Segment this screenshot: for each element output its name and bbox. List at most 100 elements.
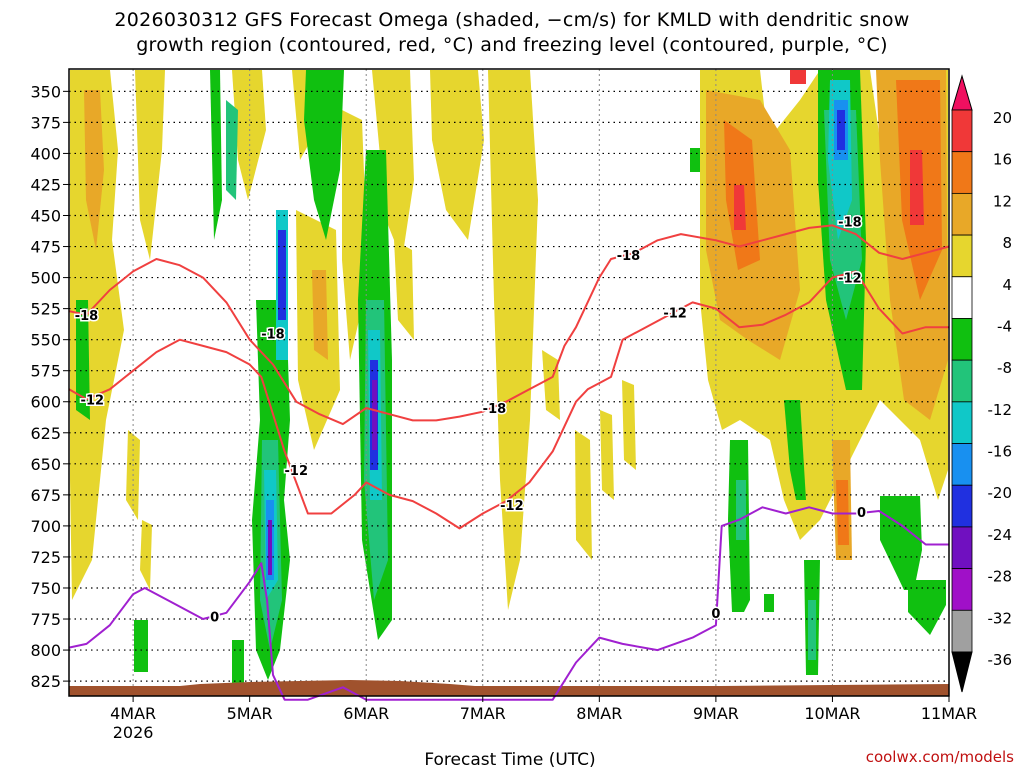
omega-shade-very-strong-up bbox=[910, 150, 924, 225]
colorbar-label: 12 bbox=[993, 192, 1012, 210]
colorbar-label: 20 bbox=[993, 109, 1012, 127]
omega-shade-downward bbox=[372, 380, 377, 450]
colorbar-label: -4 bbox=[997, 317, 1012, 335]
colorbar-label: -28 bbox=[988, 568, 1013, 586]
x-tick-label: 7MAR bbox=[460, 704, 506, 723]
colorbar-label: -12 bbox=[988, 401, 1013, 419]
y-tick-label: 725 bbox=[30, 548, 61, 567]
omega-shade-upward bbox=[135, 70, 165, 260]
y-tick-label: 575 bbox=[30, 362, 61, 381]
contour-label--12: -12 bbox=[285, 464, 309, 479]
colorbar-swatch bbox=[951, 526, 973, 570]
omega-shade-downward bbox=[304, 70, 344, 240]
omega-shade-upward bbox=[600, 410, 614, 500]
contour-label--12: -12 bbox=[500, 499, 524, 514]
omega-shade-very-strong-up bbox=[790, 70, 806, 84]
source-credit: coolwx.com/models bbox=[866, 748, 1014, 766]
plot-border bbox=[68, 68, 950, 697]
chart-title-line-1: 2026030312 GFS Forecast Omega (shaded, −… bbox=[114, 9, 909, 31]
terrain-ground bbox=[69, 686, 949, 696]
colorbar-label: -8 bbox=[997, 359, 1012, 377]
title-block: 2026030312 GFS Forecast Omega (shaded, −… bbox=[114, 9, 909, 56]
y-tick-label: 750 bbox=[30, 579, 61, 598]
y-tick-label: 375 bbox=[30, 113, 61, 132]
contour-line--12 bbox=[68, 270, 949, 530]
y-tick-label: 825 bbox=[30, 672, 61, 691]
colorbar-swatch bbox=[951, 151, 973, 194]
omega-shade-upward bbox=[232, 70, 266, 200]
omega-shade-downward bbox=[880, 496, 922, 590]
x-axis-title: Forecast Time (UTC) bbox=[424, 750, 595, 768]
omega-shade-moderate-up bbox=[84, 90, 104, 250]
chart-title-line-2: growth region (contoured, red, °C) and f… bbox=[136, 34, 888, 56]
contour-label--18: -18 bbox=[75, 309, 99, 324]
y-tick-label: 525 bbox=[30, 300, 61, 319]
omega-shade-downward bbox=[784, 400, 806, 500]
colorbar-top-arrow bbox=[951, 74, 973, 111]
y-tick-label: 675 bbox=[30, 486, 61, 505]
contour-label-0: 0 bbox=[857, 506, 866, 521]
colorbar-swatch bbox=[951, 443, 973, 486]
x-tick-label: 4MAR bbox=[110, 704, 156, 723]
omega-shade-downward bbox=[278, 230, 286, 320]
contour-label-0: 0 bbox=[711, 607, 720, 622]
omega-shade-downward bbox=[908, 580, 946, 635]
colorbar-swatch bbox=[951, 568, 973, 611]
colorbar-swatch bbox=[951, 109, 973, 153]
x-tick-label: 9MAR bbox=[693, 704, 739, 723]
contour-label--12: -12 bbox=[663, 306, 687, 321]
contour-label--18: -18 bbox=[838, 216, 862, 231]
colorbar-label: -32 bbox=[988, 609, 1013, 627]
omega-shading bbox=[70, 70, 948, 690]
x-tick-label: 6MAR bbox=[343, 704, 389, 723]
y-tick-label: 625 bbox=[30, 424, 61, 443]
plot-area: -18 -18 -18 -18 -18 -12 -12 -12 -12 -12 0 0 0 bbox=[68, 68, 950, 701]
contour-label--12: -12 bbox=[838, 272, 862, 287]
contour-label--18: -18 bbox=[617, 249, 641, 264]
omega-shade-upward bbox=[394, 240, 414, 340]
omega-shade-downward bbox=[268, 520, 272, 575]
contour-label--18: -18 bbox=[483, 402, 507, 417]
y-tick-label: 425 bbox=[30, 175, 61, 194]
omega-shade-upward bbox=[430, 70, 484, 240]
colorbar-swatch bbox=[951, 318, 973, 361]
colorbar-label: -24 bbox=[988, 526, 1013, 544]
colorbar-swatch bbox=[951, 609, 973, 653]
omega-shade-downward bbox=[690, 148, 700, 172]
contour-line--18 bbox=[68, 224, 950, 426]
y-tick-label: 400 bbox=[30, 144, 61, 163]
omega-shade-very-strong-up bbox=[734, 185, 746, 230]
y-tick-label: 350 bbox=[30, 82, 61, 101]
plot-grid bbox=[69, 69, 949, 696]
omega-shade-downward bbox=[76, 300, 90, 420]
colorbar-swatch bbox=[951, 401, 973, 444]
y-tick-label: 800 bbox=[30, 641, 61, 660]
omega-shade-upward bbox=[622, 380, 636, 470]
omega-shade-downward bbox=[736, 480, 746, 540]
omega-shade-upward bbox=[70, 70, 124, 600]
y-tick-label: 650 bbox=[30, 455, 61, 474]
y-tick-label: 500 bbox=[30, 269, 61, 288]
colorbar-swatch bbox=[951, 359, 973, 403]
colorbar-label: 4 bbox=[1002, 276, 1012, 294]
y-tick-label: 775 bbox=[30, 610, 61, 629]
contour-label-0: 0 bbox=[210, 611, 219, 626]
colorbar: 20 16 12 8 4 -4 -8 -12 -16 -20 -24 -28 -32 -36 bbox=[951, 74, 1013, 693]
omega-shade-moderate-up bbox=[312, 270, 328, 360]
y-tick-label: 475 bbox=[30, 238, 61, 257]
colorbar-label: 8 bbox=[1002, 234, 1012, 252]
y-tick-label: 700 bbox=[30, 517, 61, 536]
y-tick-label: 450 bbox=[30, 207, 61, 226]
omega-shade-downward bbox=[232, 640, 244, 690]
colorbar-label: -20 bbox=[988, 484, 1013, 502]
omega-shade-upward bbox=[140, 520, 152, 590]
omega-shade-downward bbox=[808, 600, 816, 660]
contour-label--12: -12 bbox=[81, 393, 105, 408]
colorbar-swatch bbox=[951, 276, 973, 319]
x-tick-label: 5MAR bbox=[227, 704, 273, 723]
omega-shade-downward bbox=[226, 100, 238, 200]
contour-label--18: -18 bbox=[261, 327, 285, 342]
x-tick-label: 8MAR bbox=[576, 704, 622, 723]
